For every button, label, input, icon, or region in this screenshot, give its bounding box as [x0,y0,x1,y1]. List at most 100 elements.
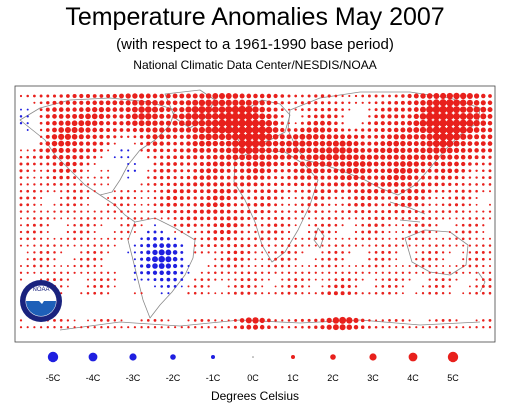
anomaly-dot [73,176,77,180]
anomaly-dot [421,223,425,227]
anomaly-dot [475,189,478,193]
anomaly-dot [373,182,379,187]
anomaly-dot [326,324,332,330]
anomaly-dot [72,113,78,119]
anomaly-dot [267,230,271,234]
anomaly-dot [407,202,412,207]
anomaly-dot [166,210,170,214]
anomaly-dot [428,216,432,220]
anomaly-dot [400,154,406,160]
anomaly-dot [260,182,265,187]
anomaly-dot [166,141,171,146]
anomaly-dot [240,230,244,234]
anomaly-dot [234,278,237,281]
anomaly-dot [265,126,273,134]
anomaly-dot [407,120,413,126]
anomaly-dot [73,264,76,268]
anomaly-dot [26,94,29,98]
anomaly-dot [367,182,372,187]
anomaly-dot [107,197,110,199]
anomaly-dot [354,278,358,281]
anomaly-dot [140,319,143,322]
anomaly-dot [33,237,36,241]
anomaly-dot [120,210,123,213]
anomaly-dot [320,120,325,126]
anomaly-dot [233,216,238,221]
anomaly-dot [211,106,219,113]
anomaly-dot [473,120,480,127]
anomaly-dot [360,168,366,174]
anomaly-dot [173,270,178,275]
anomaly-dot [247,209,251,214]
anomaly-dot [160,326,163,329]
anomaly-dot [319,154,326,161]
anomaly-dot [246,182,251,187]
anomaly-dot [239,154,245,161]
anomaly-dot [448,278,452,281]
anomaly-dot [186,148,191,153]
anomaly-dot [179,189,184,194]
anomaly-dot [453,92,460,100]
anomaly-dot [281,244,284,247]
anomaly-dot [245,126,253,134]
anomaly-dot [272,147,279,154]
anomaly-dot [167,217,170,220]
anomaly-dot [233,250,238,255]
anomaly-dot [435,237,438,240]
anomaly-dot [205,106,213,114]
anomaly-dot [218,126,226,134]
anomaly-dot [426,99,433,106]
anomaly-dot [340,291,345,296]
anomaly-dot [327,210,331,213]
anomaly-dot [93,284,97,288]
anomaly-dot [212,133,219,140]
anomaly-dot [474,141,479,146]
anomaly-dot [394,318,398,322]
anomaly-dot [179,100,185,106]
anomaly-dot [227,319,230,322]
anomaly-dot [381,250,385,254]
anomaly-dot [394,196,398,200]
anomaly-dot [19,196,23,200]
anomaly-dot [39,257,43,261]
anomaly-dot [375,285,378,288]
anomaly-dot [252,99,259,106]
anomaly-dot [52,120,57,126]
anomaly-dot [245,99,252,106]
anomaly-dot [173,195,178,201]
anomaly-dot [205,140,212,147]
anomaly-dot [140,217,143,220]
anomaly-dot [254,237,257,241]
anomaly-dot [327,182,332,187]
anomaly-dot [334,94,338,98]
anomaly-dot [287,203,291,206]
anomaly-dot [413,161,419,167]
anomaly-dot [53,210,56,213]
anomaly-dot [388,278,391,281]
anomaly-dot [106,271,110,274]
anomaly-dot [252,324,259,330]
anomaly-dot [267,325,271,330]
anomaly-dot [280,115,284,118]
anomaly-dot [79,148,84,153]
anomaly-dot [460,148,466,153]
anomaly-dot [207,251,210,254]
anomaly-dot [173,243,177,248]
anomaly-dot [66,326,70,329]
anomaly-dot [461,176,465,180]
anomaly-dot [428,285,432,288]
anomaly-dot [300,189,304,193]
anomaly-dot [79,196,83,200]
anomaly-dot [140,183,143,186]
anomaly-dot [86,230,90,234]
anomaly-dot [113,271,116,274]
anomaly-dot [152,141,158,146]
anomaly-dot [213,189,218,194]
anomaly-dot [341,264,344,268]
anomaly-dot [361,264,364,268]
anomaly-dot [452,119,461,127]
anomaly-dot [160,182,164,186]
anomaly-dot [206,202,211,208]
anomaly-dot [79,189,83,193]
anomaly-dot [46,94,50,98]
